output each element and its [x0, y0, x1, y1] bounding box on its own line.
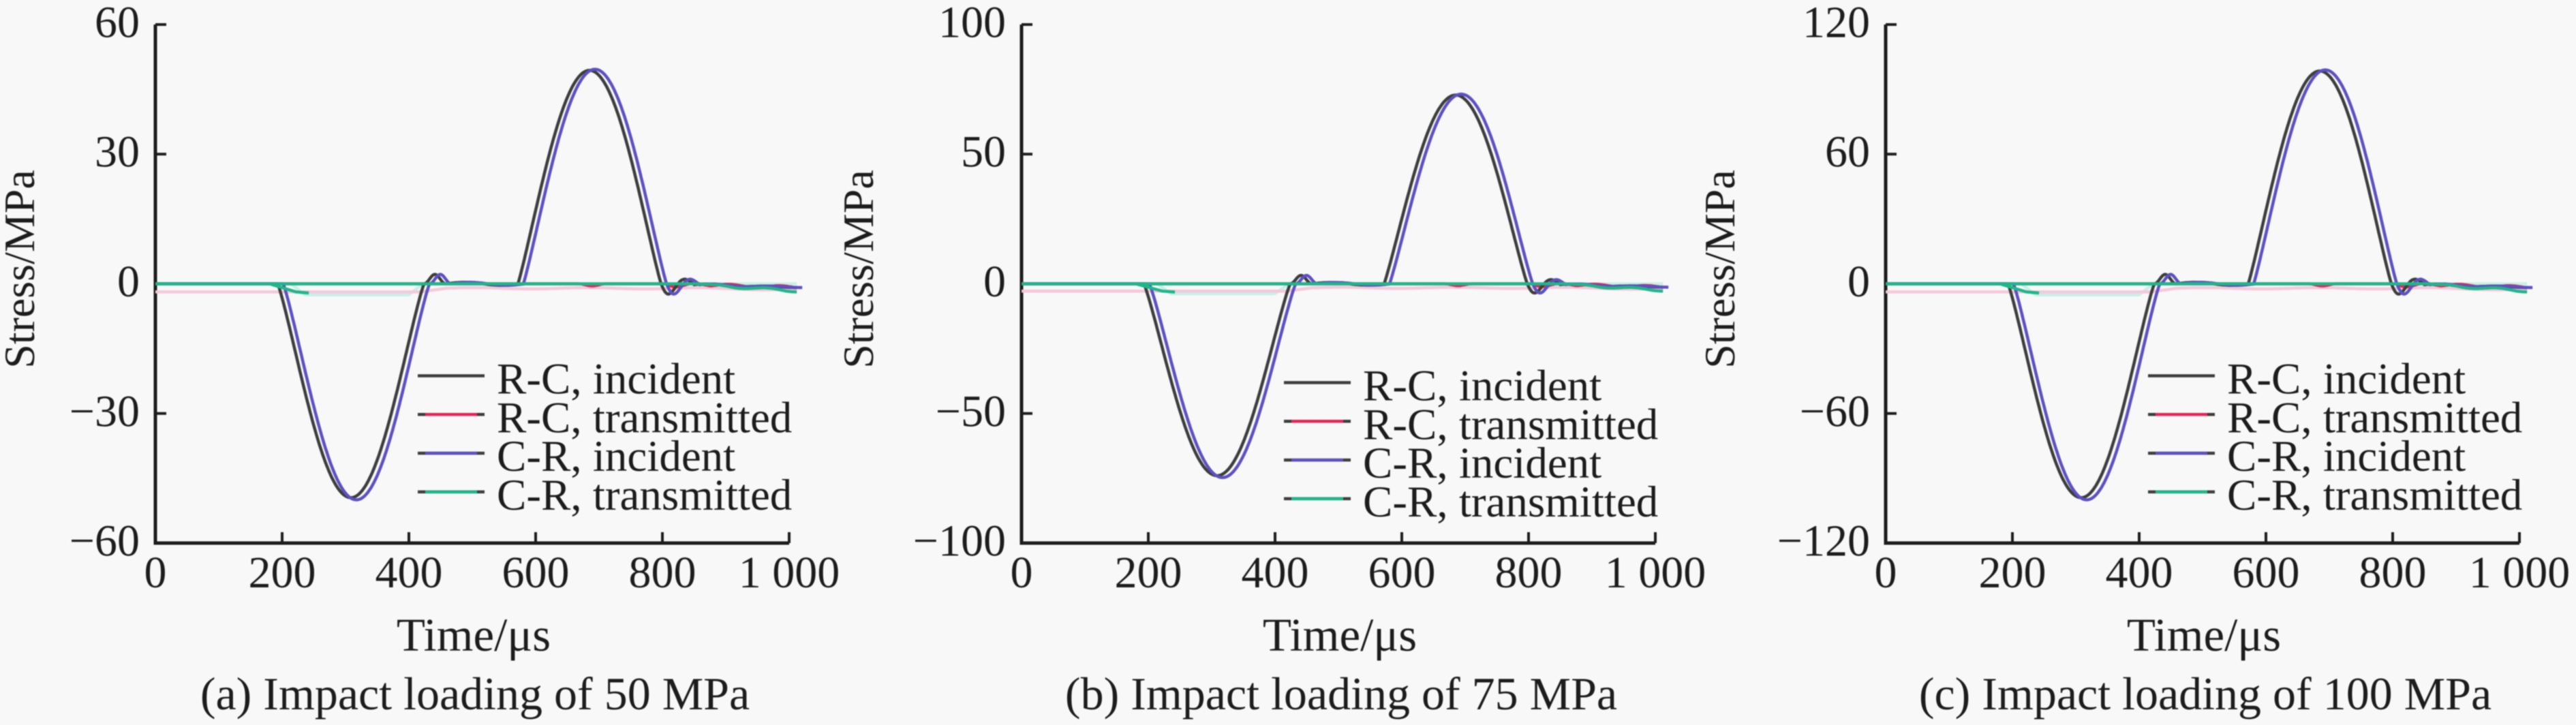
svg-text:400: 400 [2106, 548, 2173, 598]
svg-text:800: 800 [1495, 548, 1563, 598]
svg-text:60: 60 [95, 0, 140, 48]
svg-text:C-R, transmitted: C-R, transmitted [2227, 471, 2522, 520]
svg-text:−60: −60 [70, 516, 140, 566]
svg-text:200: 200 [1979, 548, 2046, 598]
svg-text:R-C, transmitted: R-C, transmitted [497, 393, 792, 442]
svg-text:100: 100 [938, 0, 1006, 48]
svg-text:1 000: 1 000 [739, 548, 840, 598]
svg-text:C-R, incident: C-R, incident [1363, 439, 1601, 488]
svg-text:(b) Impact loading of 75 MPa: (b) Impact loading of 75 MPa [1065, 668, 1617, 720]
svg-text:0: 0 [117, 257, 140, 307]
svg-text:0: 0 [1875, 548, 1897, 598]
svg-text:200: 200 [1115, 548, 1182, 598]
svg-text:−50: −50 [936, 386, 1006, 436]
svg-text:30: 30 [95, 127, 140, 177]
svg-text:−60: −60 [1800, 386, 1870, 436]
svg-text:R-C, transmitted: R-C, transmitted [1363, 400, 1658, 449]
svg-text:R-C, incident: R-C, incident [497, 355, 735, 404]
svg-text:−100: −100 [913, 516, 1006, 566]
svg-text:600: 600 [2233, 548, 2300, 598]
svg-text:−30: −30 [70, 386, 140, 436]
svg-text:0: 0 [1847, 257, 1870, 307]
svg-text:1 000: 1 000 [1605, 548, 1706, 598]
svg-text:(c) Impact loading of 100 MPa: (c) Impact loading of 100 MPa [1919, 668, 2491, 720]
svg-text:800: 800 [629, 548, 696, 598]
svg-text:(a) Impact loading of 50 MPa: (a) Impact loading of 50 MPa [200, 668, 750, 720]
svg-text:400: 400 [375, 548, 443, 598]
svg-text:C-R, incident: C-R, incident [2227, 432, 2466, 481]
svg-text:600: 600 [502, 548, 570, 598]
svg-text:0: 0 [983, 257, 1006, 307]
svg-text:Stress/MPa: Stress/MPa [1696, 170, 1744, 369]
svg-text:Stress/MPa: Stress/MPa [834, 170, 883, 369]
svg-text:C-R, transmitted: C-R, transmitted [497, 471, 792, 520]
svg-text:−120: −120 [1777, 516, 1870, 566]
svg-text:R-C, transmitted: R-C, transmitted [2227, 393, 2522, 442]
svg-text:50: 50 [961, 127, 1006, 177]
svg-text:600: 600 [1368, 548, 1436, 598]
svg-text:1 000: 1 000 [2469, 548, 2571, 598]
svg-text:Stress/MPa: Stress/MPa [0, 170, 44, 369]
svg-text:Time/μs: Time/μs [1263, 609, 1417, 661]
svg-text:Time/μs: Time/μs [397, 609, 551, 661]
svg-text:400: 400 [1242, 548, 1309, 598]
svg-text:R-C, incident: R-C, incident [2227, 355, 2466, 404]
svg-text:Time/μs: Time/μs [2127, 609, 2281, 661]
svg-text:0: 0 [144, 548, 167, 598]
svg-text:C-R, transmitted: C-R, transmitted [1363, 478, 1658, 527]
svg-text:0: 0 [1011, 548, 1033, 598]
svg-text:120: 120 [1803, 0, 1870, 48]
svg-text:60: 60 [1825, 127, 1870, 177]
svg-text:800: 800 [2359, 548, 2427, 598]
svg-text:C-R, incident: C-R, incident [497, 432, 735, 481]
svg-text:R-C, incident: R-C, incident [1363, 362, 1601, 411]
svg-text:200: 200 [249, 548, 316, 598]
